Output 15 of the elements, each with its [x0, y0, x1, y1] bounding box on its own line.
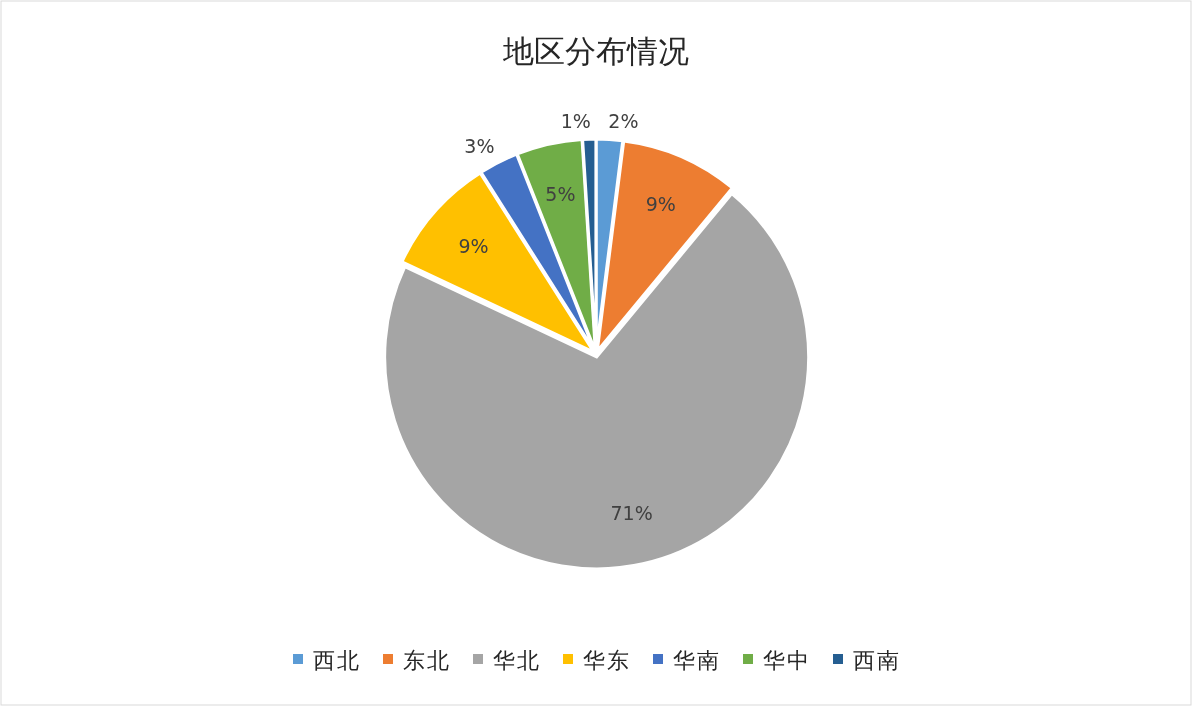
legend-label: 华中	[763, 647, 811, 673]
legend-label: 东北	[403, 647, 451, 673]
data-label: 1%	[560, 110, 591, 133]
data-label: 9%	[458, 234, 489, 257]
legend-label: 华南	[673, 647, 721, 673]
data-label: 2%	[608, 110, 639, 133]
data-label: 71%	[610, 501, 653, 524]
legend-label: 西北	[313, 647, 361, 673]
chart-title: 地区分布情况	[502, 33, 689, 69]
legend-label: 西南	[853, 647, 901, 673]
data-label: 5%	[545, 183, 576, 206]
data-label: 9%	[645, 192, 676, 215]
legend-label: 华北	[493, 647, 541, 673]
data-label: 3%	[464, 134, 495, 157]
legend-label: 华东	[583, 647, 631, 673]
